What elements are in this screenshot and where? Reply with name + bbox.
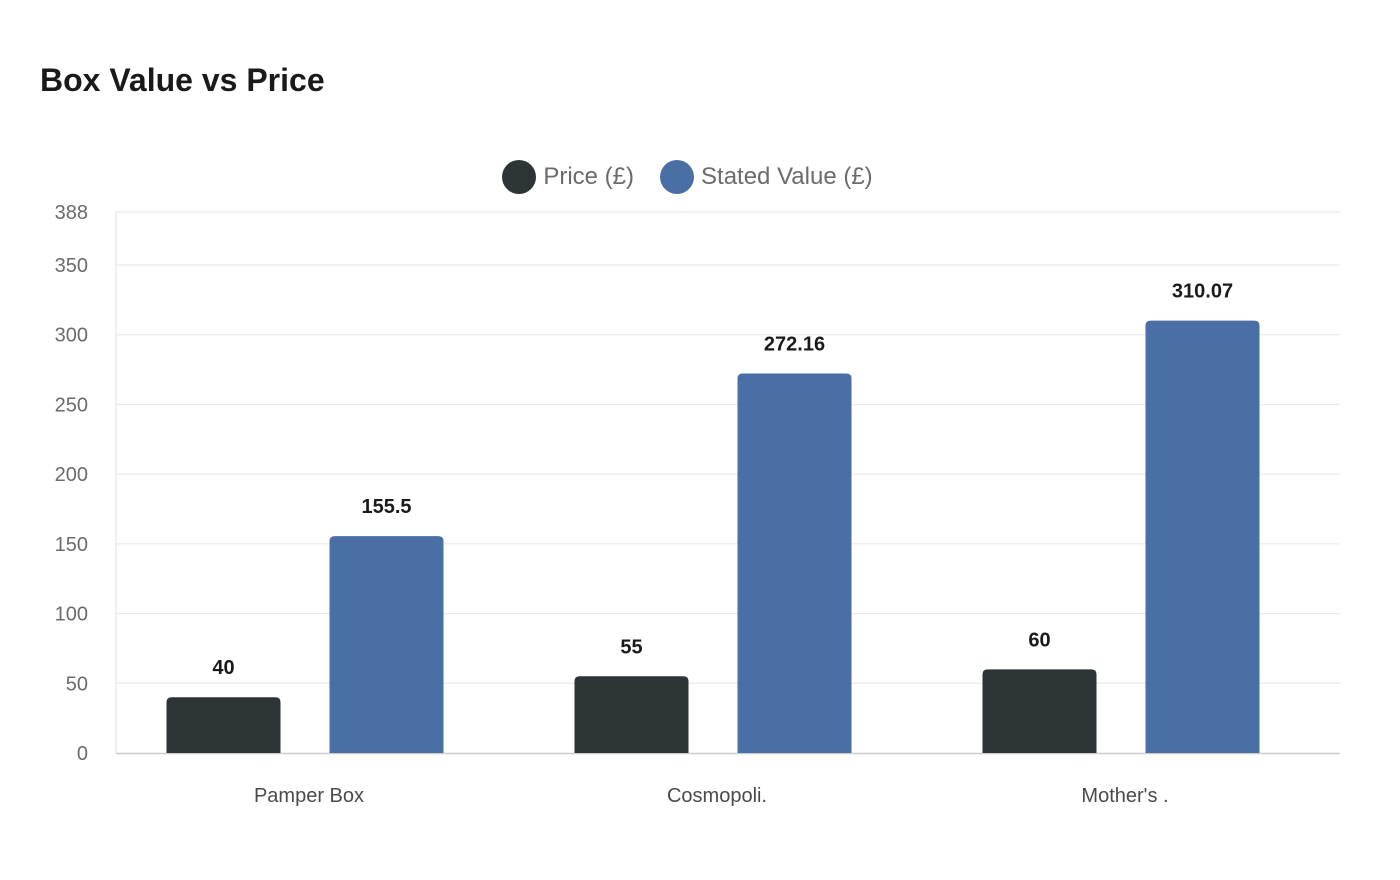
x-tick-label-2: Mother's . <box>1081 785 1168 807</box>
x-tick-label-0: Pamper Box <box>254 785 364 807</box>
y-tick-label-250: 250 <box>55 394 88 416</box>
data-label-price-pamper-box: 40 <box>212 657 234 679</box>
bar-price-mother-s <box>982 669 1097 753</box>
data-label-stated-value-mother-s: 310.07 <box>1172 281 1233 303</box>
data-label-price-mother-s: 60 <box>1028 629 1050 651</box>
bar-stated-value-cosmopoli <box>737 373 852 753</box>
y-tick-label-388: 388 <box>55 202 88 224</box>
y-tick-label-150: 150 <box>55 534 88 556</box>
y-tick-label-100: 100 <box>55 604 88 626</box>
bar-stated-value-pamper-box <box>329 536 444 753</box>
legend-item-price[interactable]: Price (£) <box>502 160 634 194</box>
legend-label-stated-value: Stated Value (£) <box>701 163 873 190</box>
legend-swatch-stated-value <box>660 160 695 194</box>
legend-label-price: Price (£) <box>543 163 635 190</box>
y-tick-label-350: 350 <box>55 255 88 277</box>
y-tick-label-50: 50 <box>66 673 88 695</box>
chart-title: Box Value vs Price <box>40 62 325 98</box>
data-label-stated-value-cosmopoli: 272.16 <box>764 334 825 356</box>
y-tick-label-300: 300 <box>55 325 88 347</box>
y-tick-label-200: 200 <box>55 464 88 486</box>
data-label-price-cosmopoli: 55 <box>620 636 642 658</box>
x-tick-label-1: Cosmopoli. <box>667 785 767 807</box>
bar-price-pamper-box <box>166 697 281 753</box>
bar-price-cosmopoli <box>574 676 689 753</box>
legend-swatch-price <box>502 160 537 194</box>
chart-legend: Price (£) Stated Value (£) <box>0 160 1375 194</box>
data-label-stated-value-pamper-box: 155.5 <box>361 496 411 518</box>
bar-stated-value-mother-s <box>1145 320 1260 753</box>
legend-item-stated-value[interactable]: Stated Value (£) <box>660 160 873 194</box>
y-tick-label-0: 0 <box>77 743 88 765</box>
